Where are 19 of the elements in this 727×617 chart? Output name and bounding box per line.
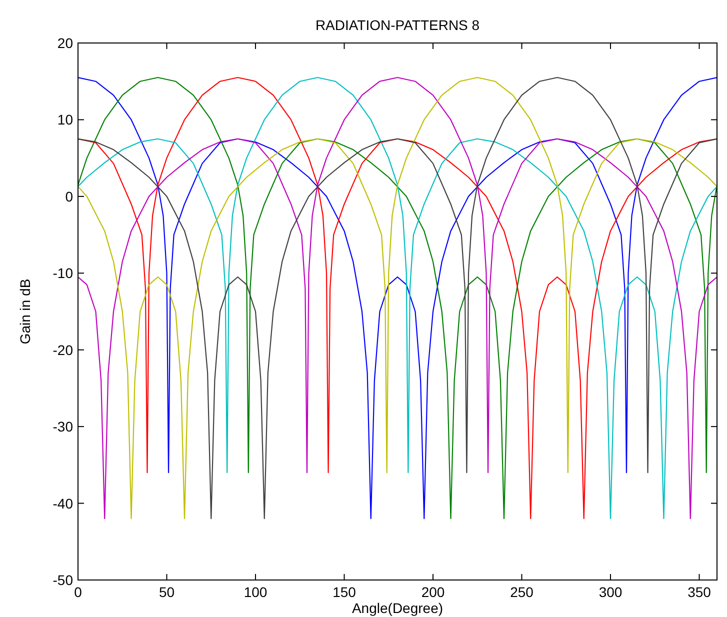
y-tick-label: 10: [57, 112, 74, 128]
x-tick-label: 150: [332, 584, 356, 600]
x-tick-label: 250: [510, 584, 534, 600]
x-tick-label: 50: [158, 584, 175, 600]
y-tick-label: -40: [52, 495, 74, 512]
line-series: [78, 76, 717, 520]
y-tick-label: -20: [52, 342, 74, 358]
y-axis-title: Gain in dB: [17, 278, 33, 344]
x-tick-label: 300: [598, 584, 622, 600]
x-tick-label: 100: [244, 584, 268, 600]
x-tick-label: 350: [688, 584, 712, 600]
y-tick-label: -10: [52, 265, 74, 282]
x-axis-title: Angle(Degree): [352, 600, 444, 616]
y-tick-label: 20: [57, 35, 74, 51]
y-tick-label: 0: [65, 188, 74, 204]
y-tick-label: -30: [52, 418, 74, 435]
chart-title: RADIATION-PATTERNS 8: [315, 17, 480, 33]
y-tick-label: -50: [52, 572, 74, 588]
x-tick-label: 200: [421, 584, 445, 600]
